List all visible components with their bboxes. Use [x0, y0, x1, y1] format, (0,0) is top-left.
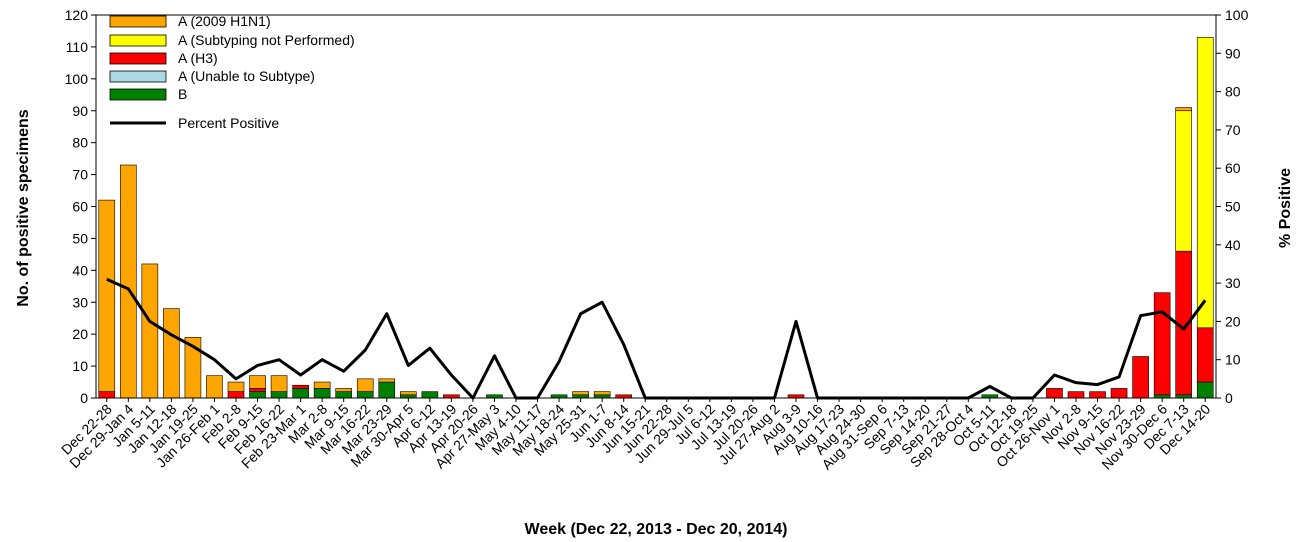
y2-tick-label-90: 90 [1225, 45, 1241, 61]
bar-a-h3--9 [292, 384, 309, 389]
y-tick-label-120: 120 [65, 7, 89, 23]
y-tick-label-30: 30 [72, 294, 88, 310]
y2-tick-label-80: 80 [1225, 84, 1241, 100]
bar-b-12 [356, 391, 374, 399]
bar-a-2009-h1n1--6 [227, 381, 245, 392]
bar-a-2009-h1n1--7 [249, 375, 266, 389]
bar-a-subtyping-not-performed--50 [1175, 110, 1192, 252]
y2-tick-label-70: 70 [1225, 122, 1241, 138]
legend-label-percent-positive: Percent Positive [178, 115, 279, 131]
y-tick-label-100: 100 [65, 71, 89, 87]
y-tick-label-60: 60 [72, 199, 88, 215]
bar-b-10 [313, 388, 331, 399]
y2-tick-label-50: 50 [1225, 199, 1241, 215]
y2-axis-title: % Positive [1277, 168, 1294, 248]
bar-b-11 [335, 391, 352, 399]
x-axis-title: Week (Dec 22, 2013 - Dec 20, 2014) [525, 521, 788, 538]
legend-label-a-unable-to-subtype: A (Unable to Subtype) [178, 68, 315, 84]
legend-label-a-h3: A (H3) [178, 50, 218, 66]
bar-a-h3--6 [227, 391, 245, 399]
y-axis-title: No. of positive specimens [15, 109, 32, 306]
legend-label-b: B [178, 86, 187, 102]
bar-b-8 [270, 391, 288, 399]
bar-a-2009-h1n1--13 [378, 378, 396, 383]
bar-b-51 [1196, 381, 1214, 399]
y2-tick-label-40: 40 [1225, 237, 1241, 253]
bar-b-7 [249, 391, 266, 399]
bar-a-h3--7 [249, 388, 266, 392]
bar-a-2009-h1n1--3 [163, 308, 180, 399]
bar-a-2009-h1n1--0 [98, 199, 116, 392]
y-tick-label-80: 80 [72, 135, 88, 151]
bar-a-2009-h1n1--11 [335, 388, 352, 392]
bar-a-h3--48 [1132, 356, 1149, 399]
y2-tick-label-60: 60 [1225, 160, 1241, 176]
legend-swatch-a-subtyping-not-performed [109, 34, 167, 47]
bar-a-2009-h1n1--2 [141, 263, 159, 399]
bar-a-h3--44 [1046, 388, 1063, 399]
bar-a-2009-h1n1--14 [400, 391, 417, 396]
bar-b-9 [292, 388, 309, 399]
bar-a-2009-h1n1--50 [1175, 107, 1192, 112]
y2-tick-label-100: 100 [1225, 7, 1249, 23]
bar-a-h3--47 [1110, 388, 1128, 399]
bar-a-h3--49 [1153, 292, 1171, 396]
bar-a-subtyping-not-performed--51 [1196, 37, 1214, 329]
y2-tick-label-0: 0 [1225, 390, 1233, 406]
y-tick-label-70: 70 [72, 167, 88, 183]
y-tick-label-110: 110 [66, 39, 89, 55]
legend-swatch-b [109, 88, 167, 101]
y-tick-label-40: 40 [72, 262, 88, 278]
legend-swatch-a-2009-h1n1 [109, 15, 167, 28]
bar-a-h3--45 [1067, 391, 1085, 399]
y-tick-label-0: 0 [80, 390, 88, 406]
legend-swatch-a-unable-to-subtype [109, 70, 167, 83]
y2-tick-label-30: 30 [1225, 275, 1241, 291]
bar-a-2009-h1n1--5 [206, 375, 223, 399]
y2-tick-label-10: 10 [1225, 352, 1241, 368]
bar-a-2009-h1n1--22 [572, 391, 589, 396]
legend-label-a-2009-h1n1: A (2009 H1N1) [178, 13, 271, 29]
bar-a-2009-h1n1--23 [593, 391, 611, 396]
y-tick-label-10: 10 [72, 358, 88, 374]
bar-a-h3--46 [1089, 391, 1106, 399]
bar-a-h3--0 [98, 391, 116, 399]
bar-a-2009-h1n1--8 [270, 375, 288, 392]
bar-b-13 [378, 381, 396, 399]
bar-a-2009-h1n1--1 [120, 164, 137, 399]
y2-tick-label-20: 20 [1225, 313, 1241, 329]
bar-a-h3--51 [1196, 327, 1214, 383]
y-tick-label-50: 50 [72, 230, 88, 246]
axes-layer: 0 10 20 30 40 50 60 70 80 90 100 110 120 0 10 20 30 40 50 6… [58, 7, 1249, 473]
bar-b-15 [421, 391, 439, 399]
legend-label-a-subtyping-not-performed: A (Subtyping not Performed) [178, 32, 355, 48]
legend-swatch-a-h3 [109, 52, 167, 65]
bars-layer [98, 37, 1214, 399]
y-tick-label-20: 20 [72, 326, 88, 342]
bar-a-2009-h1n1--10 [313, 381, 331, 389]
bar-a-2009-h1n1--12 [356, 378, 374, 392]
y-tick-label-90: 90 [72, 103, 88, 119]
legend: A (2009 H1N1) A (Subtyping not Performed)… [109, 13, 355, 131]
